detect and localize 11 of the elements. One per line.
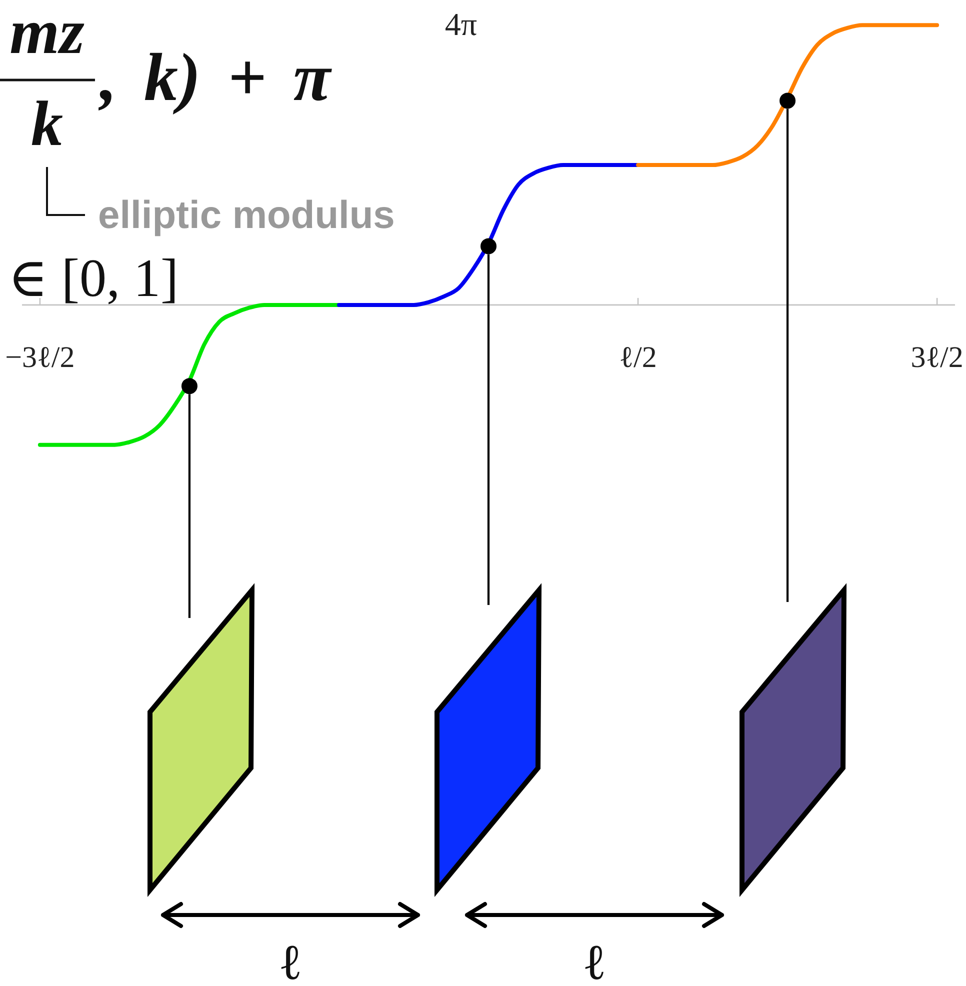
annotation: , k) + π: [98, 39, 332, 115]
text: ℓ: [585, 934, 604, 986]
x-tick-label: ℓ/2: [619, 340, 657, 374]
annotation: ∈ [0, 1]: [8, 248, 178, 308]
text: ℓ: [281, 934, 300, 986]
x-tick-label: 3ℓ/2: [910, 340, 964, 374]
annotation: mz: [10, 0, 84, 67]
x-tick-label: −3ℓ/2: [5, 340, 75, 374]
annotation: 4π: [444, 6, 477, 42]
annotation: k: [31, 88, 63, 159]
annotation: elliptic modulus: [98, 194, 395, 237]
